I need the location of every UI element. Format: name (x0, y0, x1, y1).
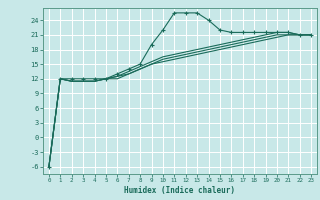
X-axis label: Humidex (Indice chaleur): Humidex (Indice chaleur) (124, 186, 236, 195)
